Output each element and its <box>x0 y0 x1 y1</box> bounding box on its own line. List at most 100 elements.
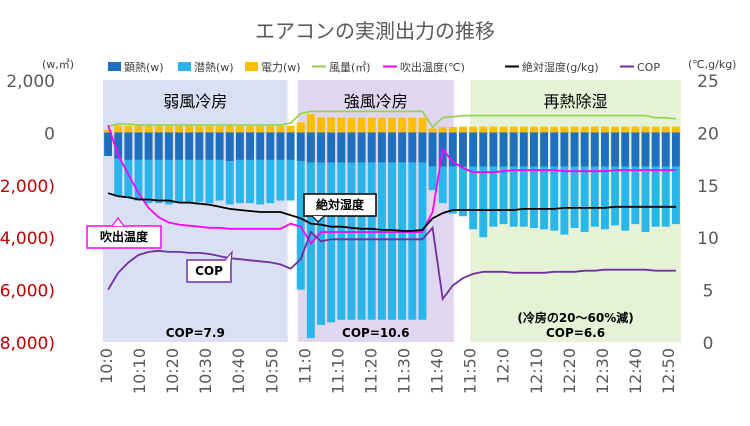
bar-power <box>225 125 234 133</box>
bar-latent <box>286 159 295 201</box>
bar-power <box>286 125 295 133</box>
bar-sensible <box>621 132 630 167</box>
x-tick-5: 10:40 <box>229 348 248 394</box>
line-outlet-temp <box>107 124 676 246</box>
bar-latent <box>327 162 336 323</box>
y-right-tick-6: 0 <box>703 334 714 354</box>
bar-latent <box>489 166 498 227</box>
x-tick-1: 10:0 <box>97 348 116 384</box>
callout-text-3: COP <box>195 264 223 278</box>
bar-sensible <box>600 132 609 167</box>
bar-sensible <box>580 132 589 167</box>
bar-power <box>266 126 275 133</box>
bars-layer <box>104 114 680 339</box>
x-tick-8: 11:10 <box>328 348 347 394</box>
bar-power <box>590 126 599 133</box>
bar-latent <box>317 162 325 325</box>
bar-latent <box>671 166 680 225</box>
bar-sensible <box>306 132 315 163</box>
bar-sensible <box>256 132 265 160</box>
region-note-3: (冷房の20～60%減) <box>517 310 633 325</box>
y-left-unit: (w,㎥) <box>42 58 74 71</box>
bar-power <box>550 126 559 133</box>
bar-latent <box>175 159 184 204</box>
bar-power <box>509 126 518 133</box>
bar-latent <box>550 166 559 231</box>
bar-sensible <box>185 132 194 160</box>
bar-power <box>519 126 528 133</box>
bar-sensible <box>570 132 579 167</box>
x-tick-16: 12:30 <box>593 348 612 394</box>
bar-power <box>651 126 660 133</box>
bar-sensible <box>276 132 285 160</box>
bar-power <box>235 126 244 133</box>
bar-power <box>489 126 498 133</box>
bar-latent <box>651 166 660 227</box>
bar-latent <box>469 166 478 230</box>
bar-latent <box>256 159 265 205</box>
bar-power <box>661 126 670 133</box>
legend-label-absolute-humidity: 絶対湿度(g/kg) <box>522 60 599 74</box>
bar-power <box>611 126 620 133</box>
labels-layer: 弱風冷房 COP=7.9 強風冷房 COP=10.6 再熱除湿 COP=6.6(冷房の20… <box>86 92 634 340</box>
bar-power <box>641 126 650 133</box>
bar-power <box>459 126 467 133</box>
x-tick-14: 12:10 <box>527 348 546 394</box>
bar-sensible <box>540 132 549 167</box>
legend-swatch-latent <box>178 62 191 71</box>
bar-latent <box>357 162 366 320</box>
bar-sensible <box>499 132 508 167</box>
bar-power <box>479 126 488 133</box>
bar-latent <box>590 166 599 227</box>
bar-latent <box>499 166 508 225</box>
bar-power <box>195 126 204 133</box>
bar-sensible <box>225 132 234 162</box>
bar-latent <box>611 166 620 226</box>
bar-power <box>134 126 143 133</box>
region-cop-3: COP=6.6 <box>546 326 605 340</box>
bar-latent <box>337 162 346 320</box>
legend-label-latent: 潜熱(w) <box>194 60 234 74</box>
bar-sensible <box>631 132 640 167</box>
bar-power <box>114 125 123 133</box>
bar-sensible <box>509 132 518 167</box>
lines-layer <box>107 110 676 302</box>
bar-latent <box>215 159 224 201</box>
bar-power <box>398 117 407 133</box>
bar-sensible <box>164 132 173 160</box>
bar-latent <box>560 166 569 235</box>
bar-power <box>580 126 589 133</box>
bar-latent <box>418 162 427 320</box>
bar-power <box>256 126 265 133</box>
callout-pointer-3 <box>224 250 233 263</box>
bar-power <box>276 126 285 133</box>
bar-latent <box>641 166 650 232</box>
callout-text-2: 吹出温度 <box>100 229 149 244</box>
bar-sensible <box>195 132 204 160</box>
y-left-tick-5: (6,000) <box>0 282 55 302</box>
x-tick-9: 11:20 <box>362 348 381 394</box>
bar-power <box>144 126 153 133</box>
bar-latent <box>428 166 437 191</box>
bar-power <box>570 126 579 133</box>
legend-label-cop: COP <box>637 61 660 74</box>
x-tick-6: 10:50 <box>262 348 281 394</box>
bar-latent <box>134 159 143 201</box>
region-label-3: 再熱除湿 <box>544 92 608 111</box>
bar-latent <box>600 166 609 230</box>
bar-power <box>499 126 508 133</box>
bar-power <box>600 126 609 133</box>
bar-sensible <box>519 132 528 167</box>
bar-latent <box>296 161 305 290</box>
legend-layer: 顕熱(w) 潜熱(w) 電力(w) 風量(㎥) 吹出温度(℃) 絶対湿度(g/kg) COP <box>108 60 660 74</box>
x-tick-10: 11:30 <box>395 348 414 394</box>
x-tick-18: 12:50 <box>659 348 678 394</box>
bar-latent <box>661 166 670 227</box>
bar-power <box>418 117 427 133</box>
region-bg-1 <box>103 80 288 342</box>
y-left-tick-1: 2,000 <box>6 72 55 92</box>
bar-power <box>164 126 173 133</box>
bar-latent <box>388 162 396 320</box>
